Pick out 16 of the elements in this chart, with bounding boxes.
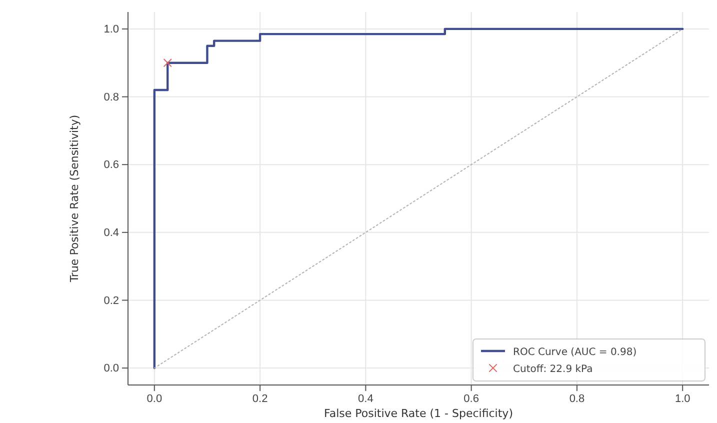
x-axis-title: False Positive Rate (1 - Specificity) <box>324 407 513 420</box>
x-tick-label: 0.4 <box>358 392 374 405</box>
x-tick-label: 0.2 <box>252 392 268 405</box>
legend-label: ROC Curve (AUC = 0.98) <box>513 347 637 358</box>
x-tick-label: 0.8 <box>569 392 585 405</box>
y-tick-label: 0.8 <box>104 91 119 104</box>
x-tick-label: 1.0 <box>674 392 690 405</box>
legend-label: Cutoff: 22.9 kPa <box>513 364 593 375</box>
y-tick-label: 0.6 <box>104 159 119 172</box>
x-tick-label: 0.0 <box>146 392 162 405</box>
y-tick-label: 0.0 <box>104 362 119 375</box>
y-tick-label: 0.4 <box>104 226 119 239</box>
x-tick-label: 0.6 <box>464 392 479 405</box>
y-tick-label: 0.2 <box>104 294 119 307</box>
y-tick-label: 1.0 <box>104 23 119 36</box>
y-axis-title: True Positive Rate (Sensitivity) <box>68 114 81 284</box>
